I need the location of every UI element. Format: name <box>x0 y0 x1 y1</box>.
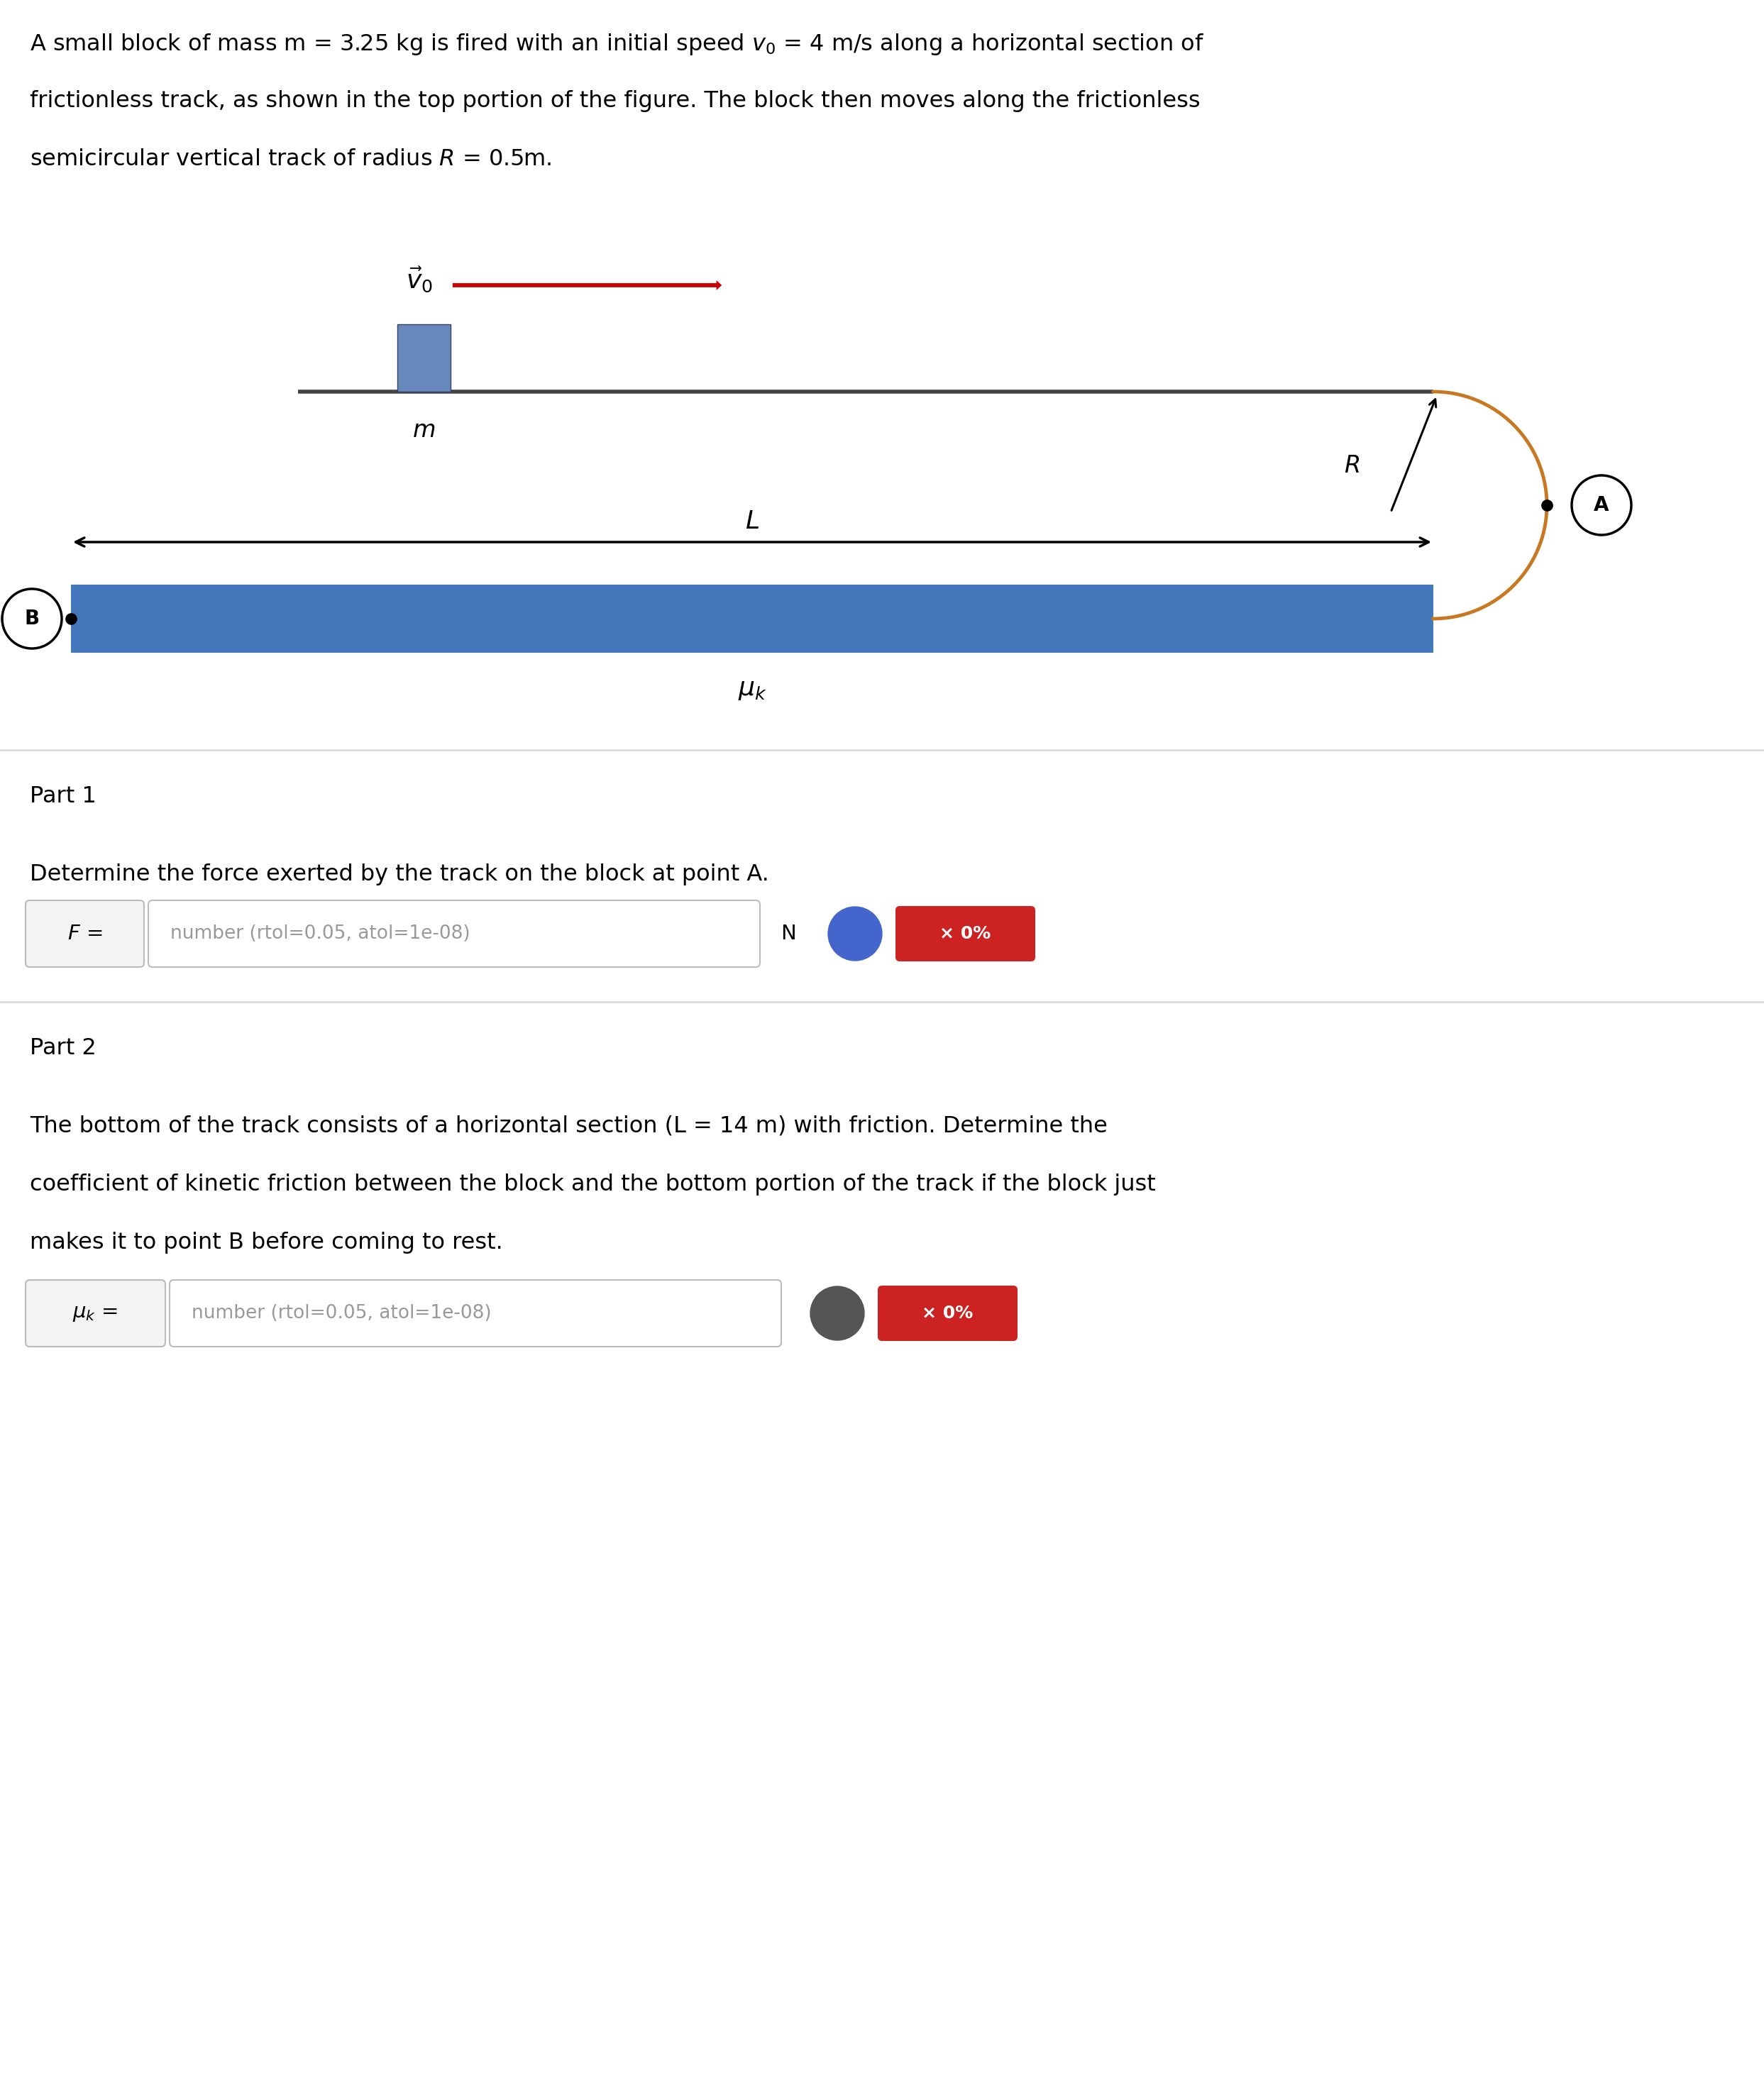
Text: $\mu_k$: $\mu_k$ <box>737 678 767 701</box>
Text: makes it to point B before coming to rest.: makes it to point B before coming to res… <box>30 1232 503 1255</box>
Text: $m$: $m$ <box>413 420 436 443</box>
Text: Determine the force exerted by the track on the block at point A.: Determine the force exerted by the track… <box>30 864 769 885</box>
Text: $L$: $L$ <box>744 510 759 533</box>
Text: Part 1: Part 1 <box>30 785 97 808</box>
Text: number (rtol=0.05, atol=1e-08): number (rtol=0.05, atol=1e-08) <box>171 925 471 942</box>
Text: A: A <box>1595 495 1609 516</box>
Text: N: N <box>780 923 796 944</box>
Text: A small block of mass m = 3.25 kg is fired with an initial speed $v_0$ = 4 m/s a: A small block of mass m = 3.25 kg is fir… <box>30 31 1205 57</box>
Text: Part 2: Part 2 <box>30 1036 97 1059</box>
Text: frictionless track, as shown in the top portion of the figure. The block then mo: frictionless track, as shown in the top … <box>30 90 1200 111</box>
Text: B: B <box>25 608 39 629</box>
Text: × 0%: × 0% <box>923 1305 974 1322</box>
Bar <box>71 585 1434 652</box>
Circle shape <box>827 906 882 961</box>
Text: × 0%: × 0% <box>940 925 991 942</box>
Text: ?: ? <box>850 925 861 942</box>
FancyBboxPatch shape <box>148 900 760 967</box>
FancyBboxPatch shape <box>169 1280 781 1347</box>
Text: $\mu_k$ =: $\mu_k$ = <box>72 1303 118 1324</box>
Text: $F$ =: $F$ = <box>67 923 102 944</box>
Text: $R$: $R$ <box>1344 455 1360 478</box>
Text: coefficient of kinetic friction between the block and the bottom portion of the : coefficient of kinetic friction between … <box>30 1173 1155 1196</box>
FancyBboxPatch shape <box>25 1280 166 1347</box>
FancyBboxPatch shape <box>896 906 1035 961</box>
Text: number (rtol=0.05, atol=1e-08): number (rtol=0.05, atol=1e-08) <box>192 1305 492 1322</box>
Bar <box>397 325 450 392</box>
Text: The bottom of the track consists of a horizontal section (L = 14 m) with frictio: The bottom of the track consists of a ho… <box>30 1116 1108 1137</box>
Circle shape <box>810 1286 864 1341</box>
FancyBboxPatch shape <box>25 900 145 967</box>
FancyBboxPatch shape <box>878 1286 1018 1341</box>
Text: $\vec{v}_0$: $\vec{v}_0$ <box>406 264 432 294</box>
Text: ?: ? <box>833 1305 843 1322</box>
Text: semicircular vertical track of radius $R$ = 0.5m.: semicircular vertical track of radius $R… <box>30 149 552 170</box>
